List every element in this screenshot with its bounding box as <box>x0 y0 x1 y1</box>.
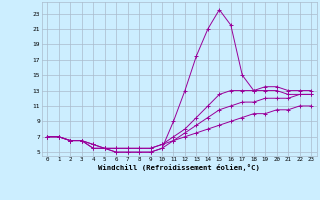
X-axis label: Windchill (Refroidissement éolien,°C): Windchill (Refroidissement éolien,°C) <box>98 164 260 171</box>
